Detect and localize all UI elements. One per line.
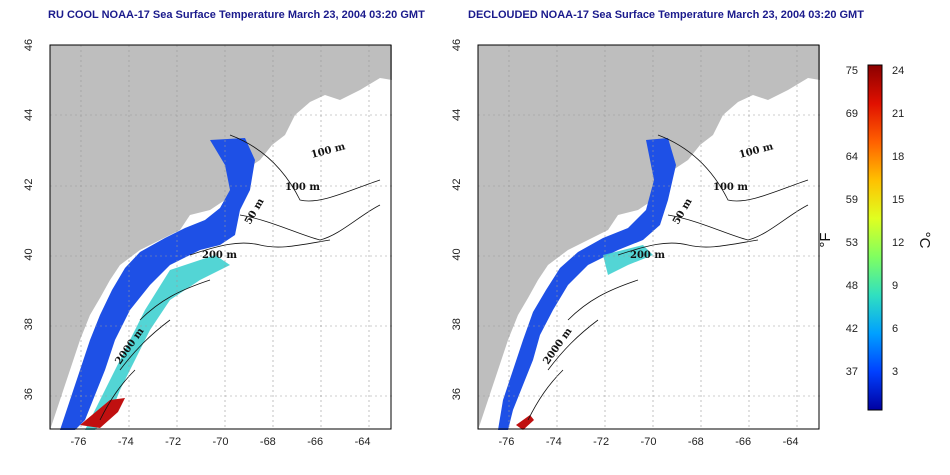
lon-tick-label: -70 [641,436,657,448]
celsius-tick: 9 [892,280,898,292]
grid-lines [478,45,820,430]
colorbar-ticks: 75 69 64 59 53 48 42 37 24 21 18 15 12 9 6 3 [846,65,905,378]
lon-tick-label: -72 [593,436,609,448]
celsius-tick: 6 [892,323,898,335]
contour-label-100m-b: 100 m [285,182,320,193]
celsius-unit-label: °C [916,232,933,249]
lon-tick-label: -68 [688,436,704,448]
cold-water-region [60,138,255,430]
lon-tick-label: -76 [498,436,514,448]
celsius-tick: 18 [892,151,904,163]
lon-tick-label: -64 [355,436,371,448]
contour-lines [527,134,809,421]
fahrenheit-tick: 48 [846,280,858,292]
colorbar-gradient [867,64,883,411]
cold-water-region [498,138,676,430]
lon-tick-label: -66 [307,436,323,448]
lon-tick-label: -68 [260,436,276,448]
lon-tick-label: -76 [70,436,86,448]
contour-label-200m: 200 m [202,250,237,261]
warm-water-region [80,398,125,428]
lat-tick-label: 44 [23,109,35,121]
right-map-title: DECLOUDED NOAA-17 Sea Surface Temperatur… [468,9,864,21]
fahrenheit-tick: 69 [846,108,858,120]
lat-tick-label: 46 [451,39,463,51]
celsius-tick: 24 [892,65,904,77]
celsius-tick: 15 [892,194,904,206]
fahrenheit-tick: 53 [846,237,858,249]
celsius-tick: 21 [892,108,904,120]
right-sst-map: 100 m 100 m 50 m 200 m 2000 m [468,40,820,430]
lon-tick-label: -66 [735,436,751,448]
fahrenheit-tick: 37 [846,366,858,378]
left-sst-map: 100 m 100 m 50 m 200 m 2000 m [40,40,392,430]
fahrenheit-tick: 75 [846,65,858,77]
left-map-title: RU COOL NOAA-17 Sea Surface Temperature … [48,9,425,21]
contour-label-100m-b: 100 m [713,182,748,193]
lon-tick-label: -74 [118,436,134,448]
land-mass [50,45,392,430]
map-frame [477,44,820,430]
lon-tick-label: -74 [546,436,562,448]
fahrenheit-tick: 59 [846,194,858,206]
lat-tick-label: 36 [23,388,35,400]
lat-tick-label: 42 [451,179,463,191]
lat-tick-label: 38 [23,318,35,330]
left-map-svg: 100 m 100 m 50 m 200 m 2000 m [40,40,392,430]
lon-tick-label: -72 [165,436,181,448]
fahrenheit-tick: 42 [846,323,858,335]
lon-tick-label: -64 [783,436,799,448]
warm-water-region [516,415,534,430]
lat-tick-label: 44 [451,109,463,121]
fahrenheit-tick: 64 [846,151,858,163]
lat-tick-label: 42 [23,179,35,191]
lat-tick-label: 38 [451,318,463,330]
contour-label-200m: 200 m [630,250,665,261]
lat-tick-label: 40 [451,248,463,260]
lat-tick-label: 40 [23,248,35,260]
temperature-colorbar: 75 69 64 59 53 48 42 37 24 21 18 15 12 9 6 3 °F °C [820,64,933,411]
right-map-svg: 100 m 100 m 50 m 200 m 2000 m [468,40,820,430]
lat-tick-label: 46 [23,39,35,51]
land-mass [478,45,820,430]
celsius-tick: 3 [892,366,898,378]
lon-tick-label: -70 [213,436,229,448]
contour-lines [99,134,381,421]
grid-lines [50,45,392,430]
lat-tick-label: 36 [451,388,463,400]
fahrenheit-unit-label: °F [820,232,834,247]
map-frame [49,44,392,430]
celsius-tick: 12 [892,237,904,249]
mid-water-region [603,245,653,275]
